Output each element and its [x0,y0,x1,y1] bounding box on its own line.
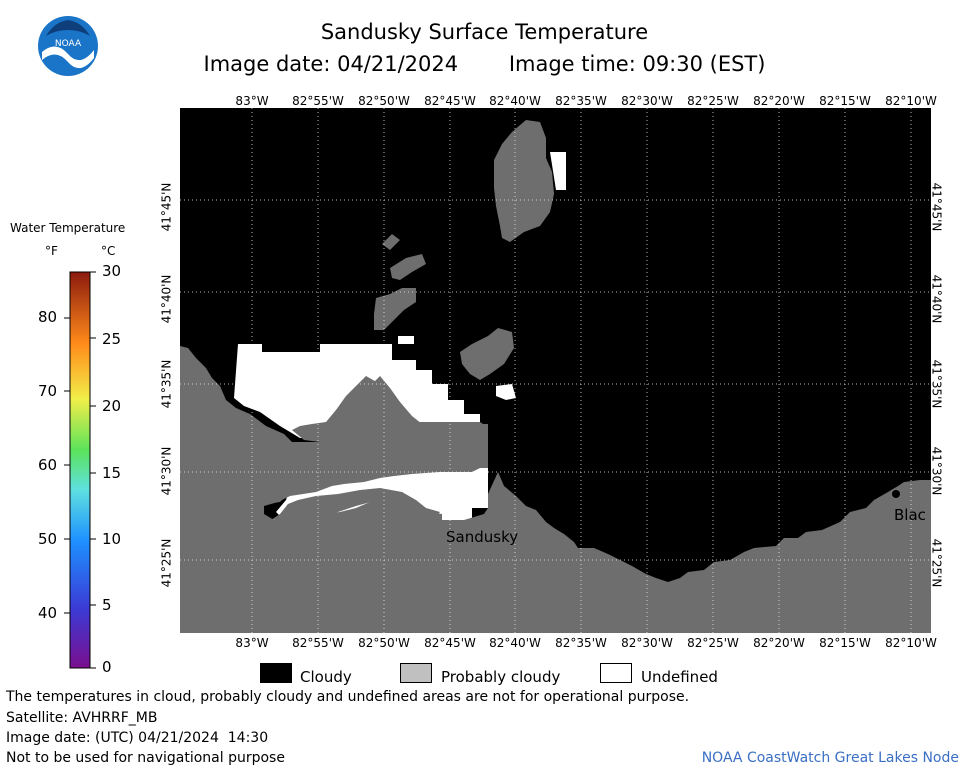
map-title: Sandusky Surface Temperature [320,20,649,44]
lat-label: 41°30'N [929,446,944,496]
lon-label: 82°55'W [292,636,344,650]
legend-title: Water Temperature [10,221,126,235]
lon-label: 82°25'W [687,94,739,108]
lon-label: 82°10'W [885,636,937,650]
lat-label: 41°45'N [929,182,944,232]
lon-label: 82°15'W [819,94,871,108]
lon-label: 82°20'W [753,94,805,108]
f-tick: 80 [38,308,58,326]
blackrock-marker [892,490,900,498]
lat-label: 41°30'N [159,446,174,496]
note-navigation: Not to be used for navigational purpose [6,750,285,766]
lon-label: 82°50'W [358,94,410,108]
c-tick: 20 [102,397,122,415]
color-scale [64,271,96,669]
lon-label: 82°30'W [621,94,673,108]
c-tick: 25 [102,330,122,348]
lon-label: 82°40'W [489,636,541,650]
lon-label: 82°45'W [424,94,476,108]
lon-label: 82°45'W [424,636,476,650]
c-tick: 5 [102,596,112,614]
noaa-logo-icon: NOAA [36,14,100,82]
lat-label: 41°45'N [159,182,174,232]
lat-label: 41°40'N [159,274,174,324]
image-time: Image time: 09:30 (EST) [508,52,766,76]
lat-label: 41°40'N [929,274,944,324]
lon-label: 82°50'W [358,636,410,650]
island-small-a [382,234,400,250]
peninsula [258,376,486,528]
key-cloudy-swatch [260,663,292,683]
lon-label: 82°55'W [292,94,344,108]
f-tick: 70 [38,382,58,400]
lat-label: 41°35'N [159,359,174,409]
key-probably-cloudy-swatch [400,663,432,683]
lon-label: 83°W [235,94,269,108]
lon-label: 82°30'W [621,636,673,650]
lon-label: 83°W [235,636,269,650]
f-tick: 50 [38,530,58,548]
f-tick: 40 [38,604,58,622]
c-tick: 0 [102,658,112,676]
key-probably-cloudy-label: Probably cloudy [441,668,561,686]
blackrock-label: Blac [894,506,926,524]
island-kelleys [494,120,554,242]
lon-label: 82°35'W [555,636,607,650]
island-white-b [496,384,516,400]
unit-celsius: °C [101,244,116,258]
key-undefined-swatch [600,663,632,683]
lon-label: 82°40'W [489,94,541,108]
f-tick: 60 [38,456,58,474]
island-small-b [390,254,426,280]
note-satellite: Satellite: AVHRRF_MB [6,710,158,726]
key-undefined-label: Undefined [641,668,718,686]
c-tick: 10 [102,530,122,548]
map-subtitle: Image date: 04/21/2024 Image time: 09:30… [0,52,969,76]
sandusky-label: Sandusky [446,528,518,546]
note-utc-date: Image date: (UTC) 04/21/2024 14:30 [6,730,269,746]
lat-label: 41°25'N [159,538,174,588]
lon-label: 82°20'W [753,636,805,650]
note-disclaimer: The temperatures in cloud, probably clou… [6,689,690,705]
lat-label: 41°35'N [929,359,944,409]
lon-label: 82°10'W [885,94,937,108]
image-date: Image date: 04/21/2024 [203,52,459,76]
island-middle [460,328,514,380]
key-cloudy-label: Cloudy [300,668,352,686]
noaa-logo-text: NOAA [55,39,82,49]
island-bass [374,288,416,330]
island-white-small [398,336,414,344]
lon-label: 82°25'W [687,636,739,650]
credit-text: NOAA CoastWatch Great Lakes Node [701,750,959,766]
c-tick: 30 [102,262,122,280]
lat-label: 41°25'N [929,538,944,588]
island-north-white [550,152,566,190]
lon-label: 82°35'W [555,94,607,108]
c-tick: 15 [102,464,122,482]
map-canvas: Sandusky Blac [180,108,931,633]
lon-label: 82°15'W [819,636,871,650]
unit-fahrenheit: °F [45,244,58,258]
